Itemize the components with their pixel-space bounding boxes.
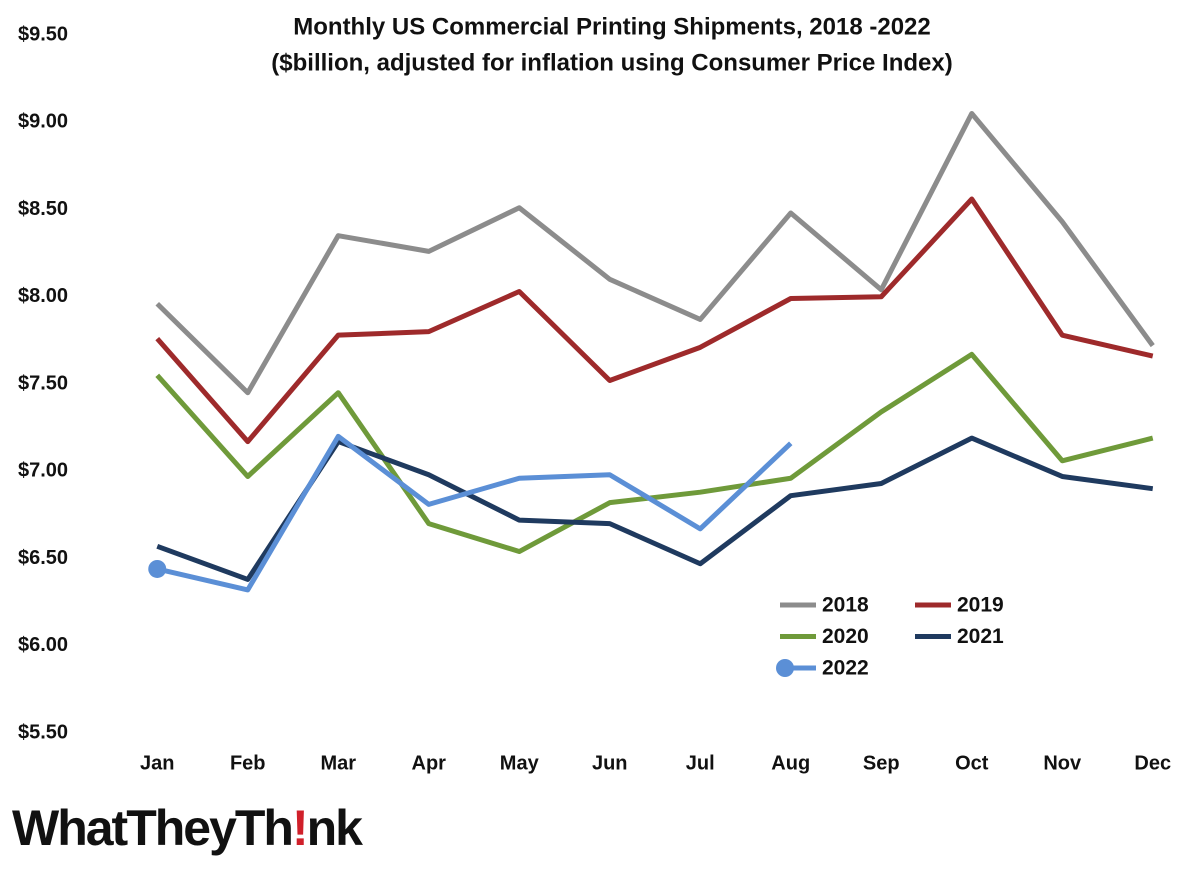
legend-label: 2019 [957,594,1004,617]
y-tick-label: $6.50 [18,547,68,569]
x-tick-label: Jun [592,752,628,774]
legend-label: 2022 [822,657,869,680]
x-tick-label: Apr [412,752,447,774]
x-tick-label: Nov [1043,752,1082,774]
chart-subtitle: ($billion, adjusted for inflation using … [271,49,952,76]
x-tick-label: Jul [686,752,715,774]
x-tick-label: Feb [230,752,266,774]
series-line [156,435,1154,582]
y-tick-label: $7.00 [18,460,68,482]
logo-part: nk [307,800,364,856]
y-tick-label: $7.50 [18,372,68,394]
legend-label: 2018 [822,594,869,617]
logo: WhatTheyTh!nk [12,800,363,856]
series-line [156,433,793,593]
y-tick-label: $8.50 [18,198,68,220]
x-tick-label: Sep [863,752,900,774]
y-tick-label: $8.00 [18,285,68,307]
legend-label: 2021 [957,625,1004,648]
x-tick-label: Jan [140,752,174,774]
legend-label: 2020 [822,625,869,648]
x-tick-label: Mar [320,752,356,774]
series-line [155,111,1155,396]
x-tick-label: Dec [1134,752,1171,774]
logo-part: ! [292,800,307,856]
x-tick-label: Aug [771,752,810,774]
x-tick-label: Oct [955,752,989,774]
y-tick-label: $5.50 [18,721,68,743]
y-tick-label: $6.00 [18,634,68,656]
y-tick-label: $9.50 [18,23,68,45]
series-line [155,196,1154,445]
chart-title: Monthly US Commercial Printing Shipments… [293,13,931,40]
x-tick-label: May [500,752,540,774]
series-line [155,351,1154,555]
series-marker [148,559,167,578]
legend-marker [776,659,794,677]
y-tick-label: $9.00 [18,111,68,133]
logo-part: WhatTheyTh [12,800,292,856]
